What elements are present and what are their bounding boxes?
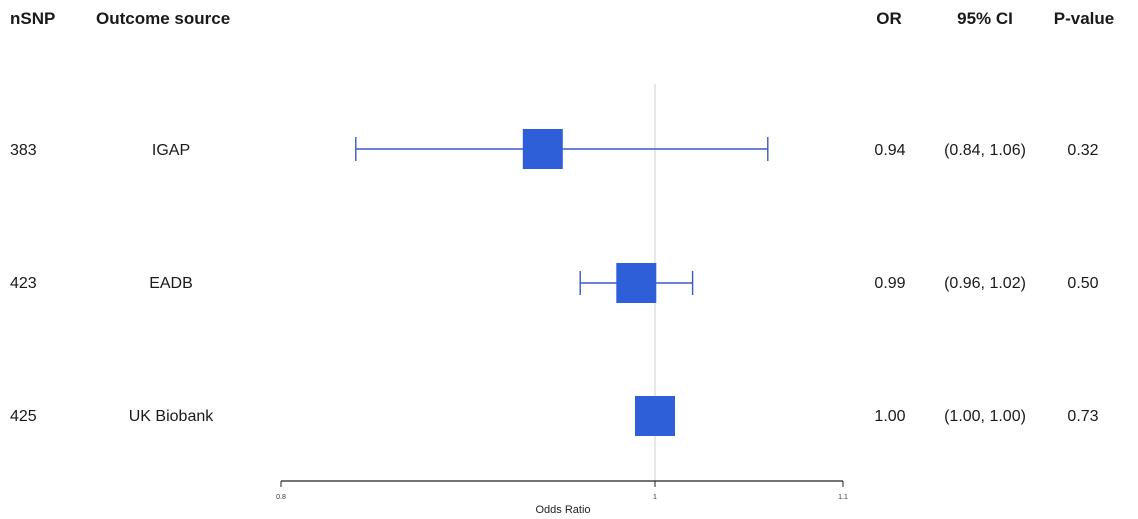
- x-axis-label: Odds Ratio: [535, 504, 590, 516]
- header-nsnp: nSNP: [10, 9, 56, 28]
- row-nsnp: 425: [10, 408, 37, 425]
- row-outcome-source: EADB: [149, 275, 193, 292]
- point-estimate-marker: [522, 129, 563, 169]
- row-nsnp: 423: [10, 275, 37, 292]
- row-outcome-source: IGAP: [151, 142, 191, 159]
- x-tick-label: 0.8: [276, 494, 286, 501]
- row-p-value: 0.73: [1067, 408, 1099, 425]
- row-outcome-source: UK Biobank: [128, 408, 214, 425]
- row-p-value: 0.32: [1067, 142, 1099, 159]
- row-ci: (0.84, 1.06): [944, 142, 1026, 159]
- row-or: 1.00: [874, 408, 906, 425]
- header-95-ci: 95% CI: [957, 9, 1013, 28]
- header-outcome-source: Outcome source: [96, 9, 231, 28]
- header-or: OR: [876, 9, 902, 28]
- row-or: 0.99: [874, 275, 906, 292]
- row-or: 0.94: [874, 142, 906, 159]
- point-estimate-marker: [616, 263, 657, 303]
- x-tick-label: 1.1: [838, 494, 848, 501]
- row-ci: (1.00, 1.00): [944, 408, 1026, 425]
- row-p-value: 0.50: [1067, 275, 1099, 292]
- header-p-value: P-value: [1053, 9, 1115, 28]
- point-estimate-marker: [635, 396, 675, 436]
- row-ci: (0.96, 1.02): [944, 275, 1026, 292]
- x-tick-label: 1: [653, 494, 657, 501]
- row-nsnp: 383: [10, 142, 37, 159]
